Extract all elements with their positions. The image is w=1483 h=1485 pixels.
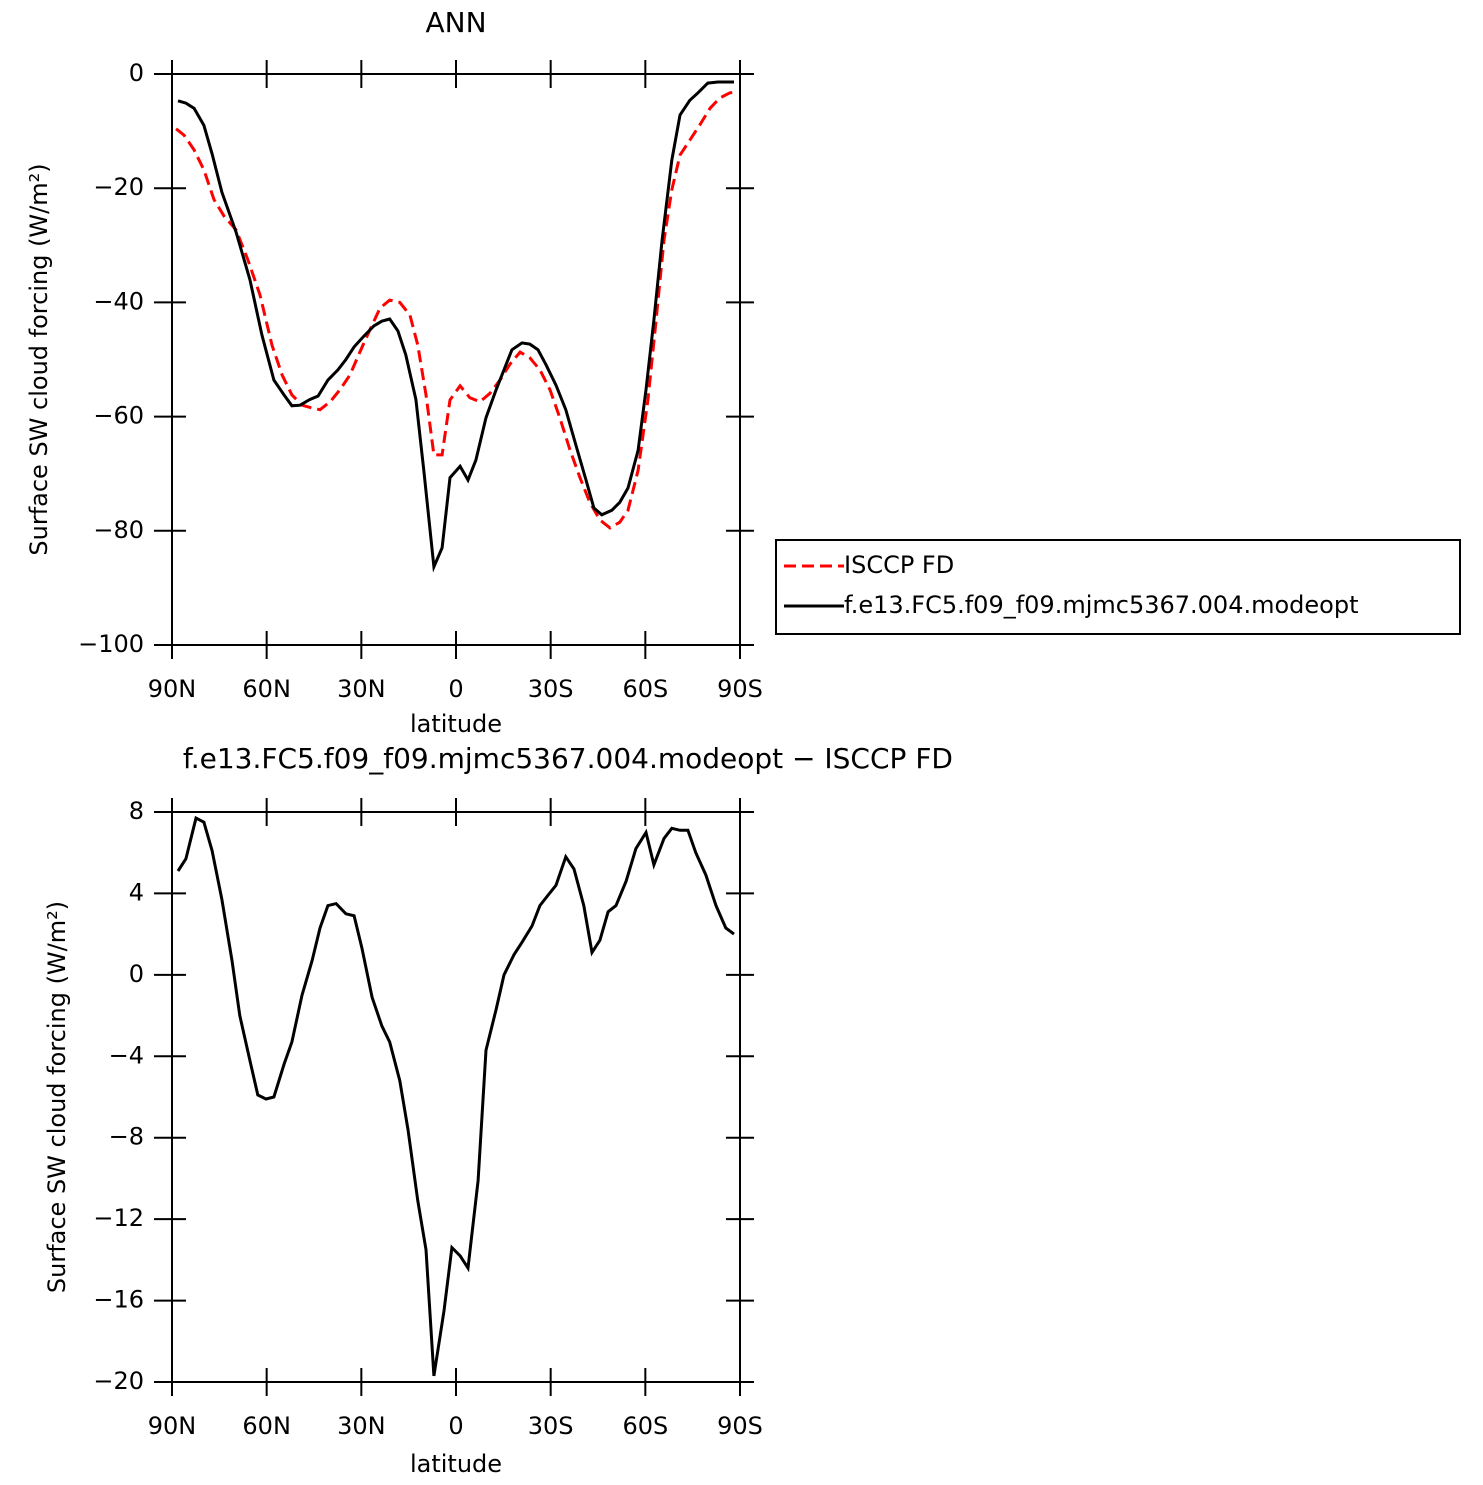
x-tick-label: 30S xyxy=(528,1412,574,1440)
data-line xyxy=(177,80,734,573)
x-tick-label: 90S xyxy=(717,1412,763,1440)
legend-label: ISCCP FD xyxy=(844,551,954,579)
y-tick-label: 4 xyxy=(129,878,144,906)
x-tick-label: 90N xyxy=(148,1412,197,1440)
x-tick-label: 60S xyxy=(622,675,668,703)
chart-title: ANN xyxy=(425,6,486,39)
y-tick-label: −80 xyxy=(93,516,144,544)
y-tick-label: −16 xyxy=(93,1286,144,1314)
y-tick-label: −60 xyxy=(93,402,144,430)
y-tick-label: −40 xyxy=(93,287,144,315)
x-tick-label: 30N xyxy=(337,1412,386,1440)
y-tick-label: 0 xyxy=(129,59,144,87)
x-axis-label: latitude xyxy=(410,1450,502,1478)
chart-title: f.e13.FC5.f09_f09.mjmc5367.004.modeopt −… xyxy=(183,742,953,775)
plot-frame xyxy=(171,811,741,1383)
x-tick-label: 60N xyxy=(242,675,291,703)
y-tick-label: −20 xyxy=(93,1367,144,1395)
x-tick-label: 60S xyxy=(622,1412,668,1440)
y-axis-label: Surface SW cloud forcing (W/m²) xyxy=(25,163,53,555)
plot-frame xyxy=(171,73,741,646)
y-tick-label: −12 xyxy=(93,1204,144,1232)
x-tick-label: 0 xyxy=(448,1412,463,1440)
y-tick-label: −100 xyxy=(78,630,144,658)
y-tick-label: −4 xyxy=(109,1041,144,1069)
x-tick-label: 90N xyxy=(148,675,197,703)
y-tick-label: 8 xyxy=(129,797,144,825)
x-tick-label: 0 xyxy=(448,675,463,703)
data-line xyxy=(175,90,737,530)
x-tick-label: 60N xyxy=(242,1412,291,1440)
y-tick-label: −8 xyxy=(109,1123,144,1151)
legend-box xyxy=(775,539,1461,635)
y-tick-label: 0 xyxy=(129,960,144,988)
data-line xyxy=(176,815,735,1377)
y-axis-label: Surface SW cloud forcing (W/m²) xyxy=(43,901,71,1293)
x-tick-label: 30S xyxy=(528,675,574,703)
y-tick-label: −20 xyxy=(93,173,144,201)
legend-label: f.e13.FC5.f09_f09.mjmc5367.004.modeopt xyxy=(844,591,1359,619)
x-axis-label: latitude xyxy=(410,710,502,738)
x-tick-label: 30N xyxy=(337,675,386,703)
x-tick-label: 90S xyxy=(717,675,763,703)
